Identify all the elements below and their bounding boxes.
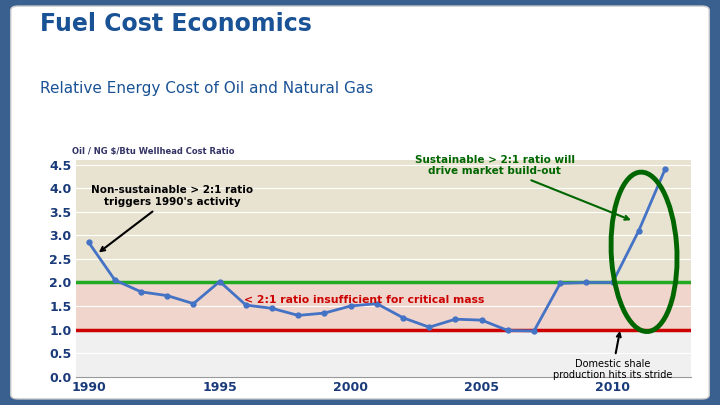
Text: < 2:1 ratio insufficient for critical mass: < 2:1 ratio insufficient for critical ma… xyxy=(243,295,484,305)
Bar xyxy=(76,282,691,330)
Text: Oil / NG $/Btu Wellhead Cost Ratio: Oil / NG $/Btu Wellhead Cost Ratio xyxy=(72,147,235,156)
Bar xyxy=(76,155,691,282)
Text: Fuel Cost Economics: Fuel Cost Economics xyxy=(40,12,312,36)
Text: Domestic shale
production hits its stride: Domestic shale production hits its strid… xyxy=(553,333,672,380)
Text: Relative Energy Cost of Oil and Natural Gas: Relative Energy Cost of Oil and Natural … xyxy=(40,81,373,96)
FancyBboxPatch shape xyxy=(11,6,709,399)
Text: Sustainable > 2:1 ratio will
drive market build-out: Sustainable > 2:1 ratio will drive marke… xyxy=(415,155,629,220)
Text: Non-sustainable > 2:1 ratio
triggers 1990's activity: Non-sustainable > 2:1 ratio triggers 199… xyxy=(91,185,253,251)
